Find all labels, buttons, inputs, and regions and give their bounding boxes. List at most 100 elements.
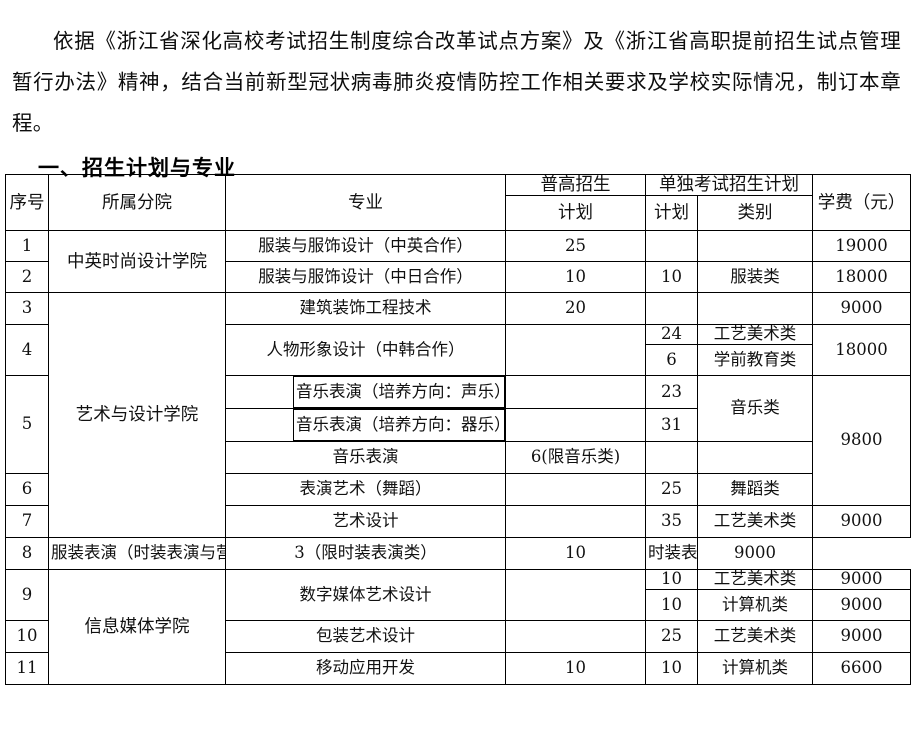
cell-solo-plan: 10 — [645, 652, 698, 686]
cell-fee: 19000 — [812, 230, 911, 263]
cell-seq: 4 — [5, 324, 49, 377]
cell-general-plan — [505, 505, 646, 539]
cell-solo-plan: 24 — [645, 324, 698, 346]
table-row: 1 中英时尚设计学院 服装与服饰设计（中英合作） 25 19000 — [5, 230, 911, 294]
header-solo-plan: 计划 — [645, 195, 698, 232]
cell-general-plan — [505, 375, 646, 410]
cell-solo-plan: 10 — [645, 569, 698, 591]
cell-seq: 9 — [5, 569, 49, 622]
cell-solo-plan: 25 — [645, 620, 698, 654]
cell-fee: 6600 — [812, 652, 911, 686]
table-row: 5 音乐表演（培养方向：声乐） 23 音乐类 9800 — [5, 375, 911, 507]
cell-general-plan: 3（限时装表演类） — [225, 537, 506, 571]
cell-seq: 7 — [5, 505, 49, 539]
admission-plan-table-wrapper: 序号 所属分院 专业 普高招生 单独考试招生计划 学费（元） 计划 计划 类别 … — [5, 173, 911, 686]
cell-seq: 6 — [5, 473, 49, 507]
cell-solo-plan: 35 — [645, 505, 698, 539]
table-row: 8 服装表演（时装表演与营销） 3（限时装表演类） 10 时装表演类 9000 — [5, 537, 911, 571]
header-solo-category: 类别 — [697, 195, 813, 232]
cell-solo-category: 服装类 — [697, 261, 813, 294]
admission-plan-table: 序号 所属分院 专业 普高招生 单独考试招生计划 学费（元） 计划 计划 类别 … — [5, 173, 911, 686]
cell-major-sub-wrapper: 音乐表演（培养方向：器乐） — [225, 408, 506, 443]
cell-seq: 2 — [5, 261, 49, 294]
header-row-1: 序号 所属分院 专业 普高招生 单独考试招生计划 学费（元） — [5, 173, 911, 232]
cell-general-plan — [505, 473, 646, 507]
intro-paragraph: 依据《浙江省深化高校考试招生制度综合改革试点方案》及《浙江省高职提前招生试点管理… — [12, 28, 901, 135]
cell-major: 表演艺术（舞蹈） — [225, 473, 506, 507]
table-row: 音乐表演（培养方向：器乐） 31 — [6, 408, 911, 443]
header-seq: 序号 — [5, 173, 49, 232]
cell-solo-category: 计算机类 — [697, 652, 813, 686]
cell-fee: 9000 — [812, 620, 911, 654]
cell-dept: 艺术与设计学院 — [48, 292, 226, 539]
cell-solo-category: 时装表演类 — [645, 537, 698, 571]
cell-fee: 9000 — [812, 292, 911, 326]
cell-fee: 9000 — [697, 537, 813, 571]
cell-major: 音乐表演 — [225, 441, 506, 475]
cell-major: 包装艺术设计 — [225, 620, 506, 654]
major-sub-table: 音乐表演（培养方向：器乐） — [227, 409, 505, 441]
header-general-plan: 计划 — [505, 195, 646, 232]
cell-major-sub-wrapper: 音乐表演（培养方向：声乐） — [225, 375, 506, 410]
cell-solo-plan — [645, 230, 698, 263]
cell-seq: 5 — [5, 375, 49, 475]
cell-general-plan: 10 — [505, 652, 646, 686]
cell-solo-plan: 10 — [505, 537, 646, 571]
cell-solo-category: 工艺美术类 — [697, 569, 813, 591]
cell-seq: 11 — [5, 652, 49, 686]
table-row: 10 包装艺术设计 25 工艺美术类 9000 — [5, 620, 911, 654]
cell-solo-category: 工艺美术类 — [697, 620, 813, 654]
cell-solo-plan: 25 — [645, 473, 698, 507]
cell-solo-plan: 10 — [645, 261, 698, 294]
cell-general-plan: 20 — [505, 292, 646, 326]
cell-general-plan — [505, 569, 646, 622]
table-head: 序号 所属分院 专业 普高招生 单独考试招生计划 学费（元） 计划 计划 类别 — [5, 173, 911, 232]
cell-solo-category — [697, 441, 813, 475]
cell-major: 服装表演（时装表演与营销） — [48, 537, 226, 571]
table-row: 3 艺术与设计学院 建筑装饰工程技术 20 9000 — [5, 292, 911, 539]
cell-major: 建筑装饰工程技术 — [225, 292, 506, 326]
header-major: 专业 — [225, 173, 506, 232]
cell-solo-category: 工艺美术类 — [697, 324, 813, 346]
table-row: 2 服装与服饰设计（中日合作） 10 10 服装类 18000 — [5, 261, 911, 294]
cell-solo-category — [697, 292, 813, 326]
cell-solo-plan: 23 — [645, 375, 698, 410]
header-general-admission: 普高招生 — [505, 173, 646, 197]
cell-major: 服装与服饰设计（中日合作） — [225, 261, 506, 294]
table-row: 6 学前教育类 — [6, 344, 911, 377]
cell-general-plan: 25 — [505, 230, 646, 263]
header-solo-exam-group: 单独考试招生计划 — [645, 173, 813, 197]
cell-seq: 3 — [5, 292, 49, 326]
cell-general-plan — [505, 324, 646, 377]
cell-major: 音乐表演（培养方向：器乐） — [293, 409, 505, 441]
cell-solo-category: 舞蹈类 — [697, 473, 813, 507]
table-row: 4 人物形象设计（中韩合作） 24 工艺美术类 18000 — [5, 324, 911, 377]
cell-seq: 8 — [5, 537, 49, 571]
table-row: 9 信息媒体学院 数字媒体艺术设计 10 工艺美术类 9000 — [5, 569, 911, 686]
cell-general-plan — [505, 620, 646, 654]
cell-major: 人物形象设计（中韩合作） — [225, 324, 506, 377]
cell-major: 艺术设计 — [225, 505, 506, 539]
major-indent-spacer — [227, 377, 294, 408]
table-row: 6 表演艺术（舞蹈） 25 舞蹈类 — [5, 473, 911, 507]
cell-fee: 18000 — [812, 324, 911, 377]
cell-solo-plan: 31 — [645, 408, 698, 443]
header-fee: 学费（元） — [812, 173, 911, 232]
header-row-2: 计划 计划 类别 — [6, 195, 911, 232]
cell-fee: 9000 — [812, 569, 911, 591]
cell-dept: 中英时尚设计学院 — [48, 230, 226, 294]
cell-solo-category: 工艺美术类 — [697, 505, 813, 539]
cell-solo-plan — [645, 292, 698, 326]
cell-fee: 9000 — [812, 505, 911, 539]
cell-solo-category: 学前教育类 — [697, 344, 813, 377]
table-body: 1 中英时尚设计学院 服装与服饰设计（中英合作） 25 19000 2 服装与服… — [5, 230, 911, 686]
cell-dept: 信息媒体学院 — [48, 569, 226, 686]
cell-solo-plan: 10 — [645, 589, 698, 622]
cell-major: 服装与服饰设计（中英合作） — [225, 230, 506, 263]
header-dept: 所属分院 — [48, 173, 226, 232]
table-row: 11 移动应用开发 10 10 计算机类 6600 — [5, 652, 911, 686]
cell-general-plan: 10 — [505, 261, 646, 294]
cell-general-plan: 6(限音乐类) — [505, 441, 646, 475]
cell-major: 移动应用开发 — [225, 652, 506, 686]
